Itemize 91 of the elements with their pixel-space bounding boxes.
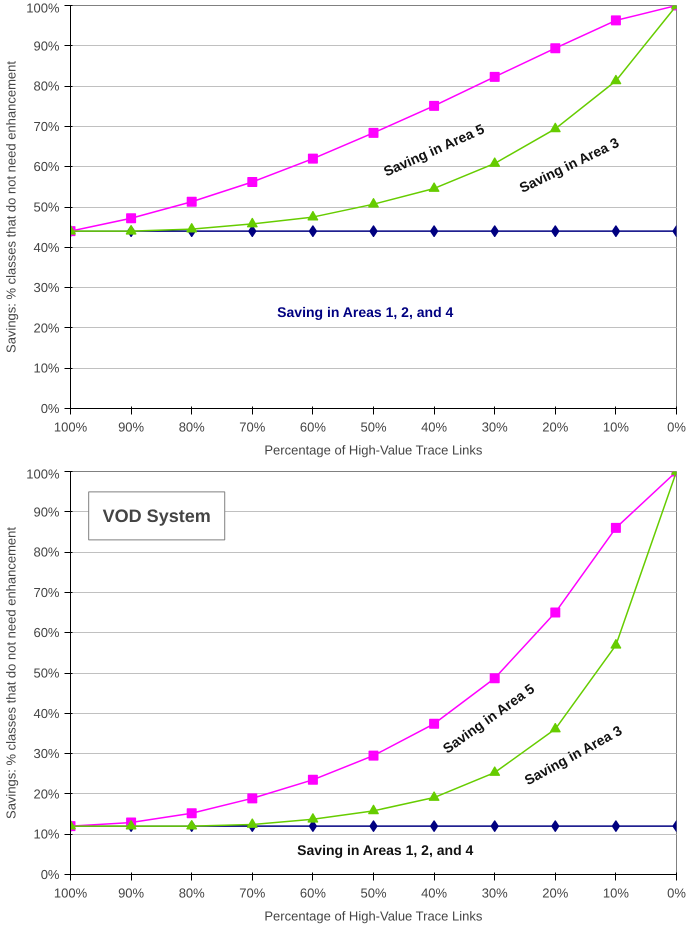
point (610, 74, 622, 84)
point (430, 225, 438, 238)
point (186, 820, 198, 830)
text: Saving in Areas 1, 2, and 4 (277, 304, 454, 320)
y-tick-label: 40% (33, 706, 60, 721)
point (186, 196, 197, 207)
y-axis-title: Savings: % classes that do not need enhancement (3, 526, 18, 819)
point (307, 813, 318, 823)
y-tick-label: 10% (33, 360, 60, 376)
x-tick-label: 90% (118, 886, 145, 900)
point (368, 750, 378, 761)
point (550, 122, 561, 132)
y-tick-label: 20% (33, 320, 60, 336)
point (126, 224, 137, 235)
y-tick-label: 90% (33, 504, 60, 520)
x-tick-label: 40% (421, 886, 448, 900)
x-axis-title: Percentage of High-Value Trace Links (264, 442, 483, 458)
y-tick-label: 30% (33, 746, 60, 762)
point (308, 154, 318, 164)
x-axis-title: Percentage of High-Value Trace Links (264, 908, 483, 924)
x-tick-label: 60% (300, 886, 326, 900)
series-label: Saving in Areas 1, 2, and 4 (297, 842, 474, 858)
y-tick-label: 60% (33, 625, 60, 640)
point (490, 72, 500, 82)
y-tick-label: 0% (40, 401, 60, 416)
text: VOD System (102, 506, 211, 526)
x-tick-label: 90% (118, 420, 145, 434)
point (430, 820, 438, 832)
point (429, 100, 440, 111)
y-tick-label: 10% (33, 826, 60, 842)
point (247, 177, 258, 188)
point (308, 774, 318, 785)
x-tick-label: 40% (421, 420, 448, 434)
point (186, 222, 198, 233)
y-tick-label: 60% (33, 159, 60, 174)
point (489, 157, 500, 167)
y-tick-label: 50% (33, 200, 60, 214)
point (428, 791, 440, 801)
y-tick-label: 70% (33, 118, 60, 134)
point (612, 820, 620, 832)
point (612, 225, 620, 238)
point (428, 182, 440, 192)
y-tick-label: 100% (26, 466, 60, 482)
y-tick-label: 20% (33, 786, 60, 802)
point (246, 818, 258, 828)
point (368, 198, 379, 208)
point (429, 718, 440, 729)
x-tick-label: 80% (178, 420, 206, 434)
point (610, 15, 621, 26)
x-tick-label: 100% (54, 420, 88, 434)
point (369, 225, 378, 238)
point (368, 804, 379, 814)
x-tick-label: 30% (482, 886, 508, 900)
x-tick-label: 10% (602, 420, 630, 434)
point (610, 522, 621, 533)
x-tick-label: 20% (542, 886, 569, 900)
y-tick-label: 70% (33, 584, 60, 600)
x-tick-label: 50% (360, 420, 387, 434)
y-tick-label: 40% (33, 240, 60, 255)
point (308, 225, 318, 238)
point (489, 766, 500, 776)
point (246, 218, 258, 228)
x-tick-label: 100% (54, 886, 88, 900)
y-tick-label: 30% (33, 280, 60, 296)
y-tick-label: 80% (33, 78, 60, 94)
y-tick-label: 80% (33, 544, 60, 560)
point (186, 808, 197, 818)
point (126, 213, 136, 224)
y-tick-label: 100% (26, 0, 60, 16)
x-tick-label: 70% (239, 886, 266, 900)
y-tick-label: 50% (33, 666, 60, 680)
x-tick-label: 80% (178, 886, 206, 900)
x-tick-label: 30% (482, 420, 508, 434)
point (307, 210, 318, 220)
x-tick-label: 0% (667, 886, 686, 900)
point (550, 43, 560, 54)
x-tick-label: 0% (667, 420, 686, 434)
x-tick-label: 50% (360, 886, 387, 900)
y-axis-title: Savings: % classes that do not need enhancement (3, 60, 18, 353)
point (369, 820, 378, 832)
x-tick-label: 70% (239, 420, 266, 434)
x-tick-label: 10% (602, 886, 630, 900)
y-tick-label: 0% (40, 867, 60, 882)
x-tick-label: 20% (542, 420, 569, 434)
point (550, 722, 561, 732)
point (550, 608, 560, 618)
point (490, 673, 500, 684)
point (247, 793, 258, 804)
point (368, 128, 378, 138)
y-tick-label: 90% (33, 38, 60, 54)
x-tick-label: 60% (300, 420, 326, 434)
